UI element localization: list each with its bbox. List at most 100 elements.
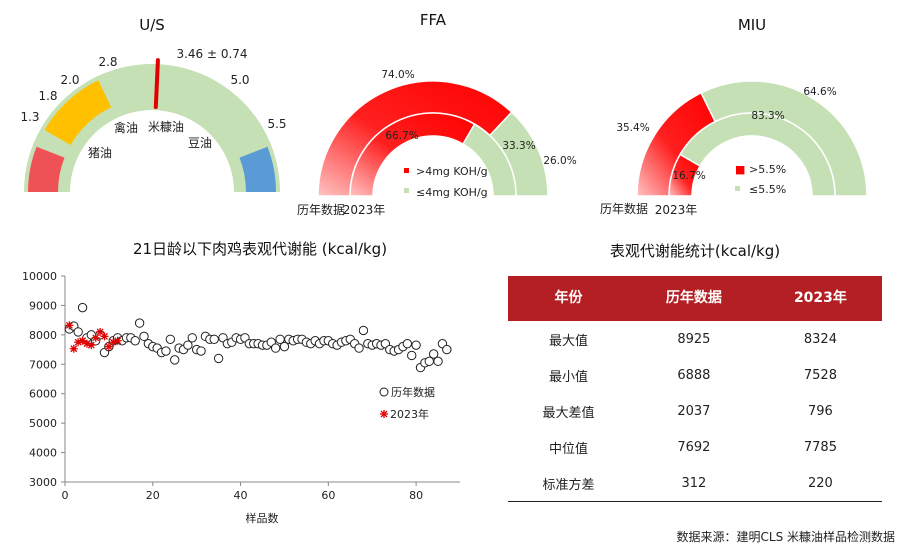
stats-table: 年份 历年数据 2023年 最大值 8925 8324 最小值 6888 752… — [508, 276, 882, 502]
table-cell: 7528 — [803, 367, 837, 383]
point-2023 — [91, 333, 100, 342]
us-band-1 — [44, 80, 112, 145]
table-header-year: 年份 — [508, 276, 629, 321]
table-cell: 中位值 — [548, 441, 588, 457]
point-historical — [213, 353, 224, 364]
ffa-series-label-2023: 2023年 — [343, 203, 386, 217]
point-historical — [183, 340, 193, 350]
point-historical — [358, 325, 369, 336]
point-historical — [402, 338, 413, 349]
us-tick-5: 5.0 — [230, 73, 249, 87]
x-tick-label: 20 — [146, 489, 160, 502]
table-cell: 最大差值 — [542, 405, 595, 421]
us-tick-6: 5.5 — [267, 117, 286, 131]
us-band-0 — [28, 146, 65, 192]
us-band-label-soy: 豆油 — [188, 136, 212, 150]
point-historical — [209, 334, 219, 344]
ffa-arcs-ring1-seg1 — [462, 123, 517, 197]
miu-series-label-historical: 历年数据 — [600, 201, 648, 216]
miu-outer-red-label: 35.4% — [616, 122, 649, 134]
scatter-xlabel: 样品数 — [246, 511, 279, 525]
table-row: 中位值 7692 7785 — [508, 429, 882, 465]
legend-historical-label: 历年数据 — [391, 385, 435, 399]
point-historical — [196, 346, 206, 356]
point-historical — [270, 343, 281, 353]
point-historical — [411, 340, 421, 350]
ffa-outer-green-label: 26.0% — [543, 155, 576, 167]
y-tick-label: 3000 — [29, 476, 57, 489]
point-historical — [433, 356, 443, 367]
point-historical — [77, 302, 88, 313]
point-2023 — [69, 344, 78, 353]
us-needle — [153, 58, 160, 110]
table-row: 标准方差 312 220 — [508, 465, 882, 502]
ffa-outer-red-label: 74.0% — [381, 69, 414, 81]
table-cell: 2037 — [677, 403, 711, 419]
ffa-title: FFA — [420, 11, 447, 29]
table-cell: 7785 — [803, 439, 837, 455]
y-tick-label: 6000 — [29, 388, 57, 401]
table-cell: 最大值 — [548, 333, 588, 349]
y-tick-label: 10000 — [22, 270, 57, 283]
point-historical — [170, 355, 180, 365]
ffa-inner-green-label: 33.3% — [502, 140, 535, 152]
us-needle-label: 米糠油 — [148, 119, 184, 134]
us-tick-4: 2.8 — [98, 55, 117, 69]
miu-legend-red-mark: ■ — [735, 163, 745, 176]
miu-outer-green-label: 64.6% — [803, 86, 836, 98]
point-historical — [165, 334, 176, 344]
table-row: 最大差值 2037 796 — [508, 393, 882, 429]
x-tick-label: 80 — [409, 489, 423, 502]
miu-title: MIU — [738, 16, 766, 34]
point-2023 — [87, 341, 96, 350]
point-historical — [442, 344, 452, 355]
table-header-row: 年份 历年数据 2023年 — [508, 276, 882, 321]
point-2023 — [100, 332, 109, 341]
point-2023 — [113, 336, 122, 345]
miu-inner-red-label: 16.7% — [672, 170, 705, 182]
us-band-label-lard: 猪油 — [88, 146, 112, 160]
us-tick-3: 2.0 — [60, 73, 79, 87]
point-historical — [279, 341, 290, 352]
miu-gauge: MIU 35.4% 64.6% 16.7% 83.3% ■ >5.5% ≤5.5… — [600, 16, 868, 217]
us-gauge: U/S 3.46 ± 0.74 米糠油 1.3 1.8 2.0 2.8 5.0 … — [20, 16, 287, 192]
table-cell: 796 — [808, 403, 833, 419]
x-tick-label: 0 — [62, 489, 69, 502]
point-historical — [134, 318, 145, 328]
ffa-legend-red-swatch — [404, 168, 409, 173]
point-historical — [73, 327, 83, 337]
point-historical — [354, 343, 364, 353]
legend-historical-marker — [379, 387, 389, 397]
miu-legend-green-label: ≤5.5% — [749, 183, 786, 196]
table-header-historical: 历年数据 — [628, 276, 759, 321]
y-tick-label: 7000 — [29, 358, 57, 371]
source-note: 数据来源：建明CLS 米糠油样品检测数据 — [676, 530, 896, 544]
y-tick-label: 8000 — [29, 329, 57, 342]
table-cell: 8324 — [803, 331, 837, 347]
us-band-label-poultry: 禽油 — [114, 120, 138, 135]
table-row: 最大值 8925 8324 — [508, 320, 882, 358]
point-historical — [161, 346, 171, 356]
gauges-svg: U/S 3.46 ± 0.74 米糠油 1.3 1.8 2.0 2.8 5.0 … — [20, 11, 868, 217]
point-2023 — [65, 321, 74, 330]
ffa-legend-red-label: >4mg KOH/g — [416, 165, 488, 178]
ffa-legend-green-swatch — [404, 188, 409, 193]
point-historical — [130, 336, 140, 346]
ffa-legend-green-label: ≤4mg KOH/g — [416, 186, 488, 199]
us-title: U/S — [139, 16, 165, 34]
ffa-gauge: FFA 74.0% 26.0% 66.7% 33.3% >4mg KOH/g ≤… — [297, 11, 577, 217]
table-title: 表观代谢能统计(kcal/kg) — [609, 242, 781, 260]
x-tick-label: 40 — [234, 489, 248, 502]
miu-legend-green-swatch — [735, 186, 740, 191]
table-cell: 7692 — [677, 439, 711, 455]
scatter-chart: 21日龄以下肉鸡表观代谢能 (kcal/kg) 3000 4000 5000 6000… — [22, 240, 460, 525]
y-tick-label: 9000 — [29, 299, 57, 312]
table-cell: 312 — [628, 465, 759, 502]
table-cell: 8925 — [677, 331, 711, 347]
table-cell: 最小值 — [548, 369, 588, 385]
point-historical — [139, 331, 149, 342]
point-historical — [407, 350, 417, 361]
legend-2023-marker — [380, 410, 388, 418]
table-cell: 220 — [758, 465, 882, 502]
point-historical — [428, 349, 439, 359]
